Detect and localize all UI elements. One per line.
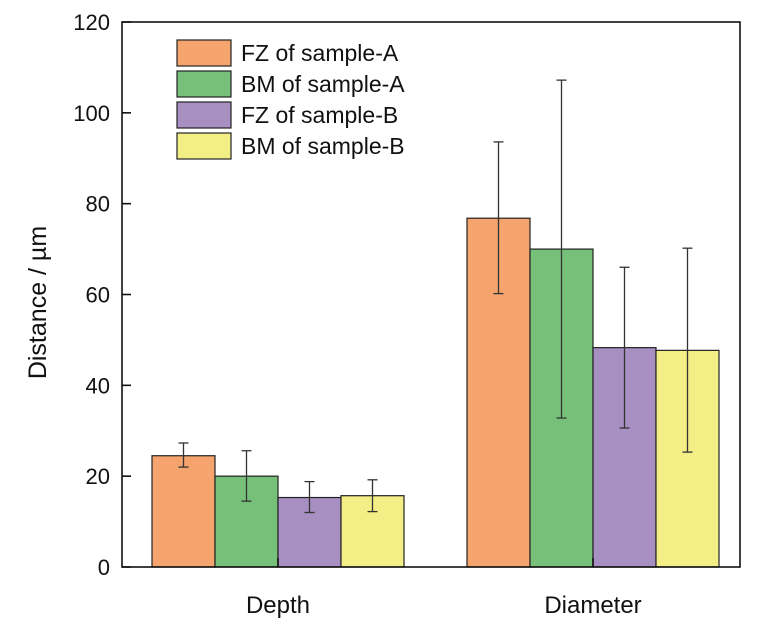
legend: FZ of sample-A BM of sample-A FZ of sample…: [176, 39, 405, 160]
legend-label-1: BM of sample-A: [241, 71, 405, 97]
legend-label-3: BM of sample-B: [241, 133, 405, 159]
error-bars-layer: [178, 79, 693, 514]
bars-layer: [151, 217, 720, 568]
legend-swatch-2: [176, 101, 232, 129]
x-axis: Depth Diameter: [246, 558, 642, 619]
y-axis: 0 20 40 60 80 100 120: [73, 10, 131, 580]
y-tick-label-1: 20: [86, 464, 110, 489]
x-tick-label-1: Diameter: [544, 592, 641, 619]
y-tick-label-0: 0: [98, 555, 110, 580]
x-tick-label-0: Depth: [246, 592, 310, 619]
y-tick-label-5: 100: [73, 101, 110, 126]
legend-swatch-0: [176, 39, 232, 67]
y-tick-label-6: 120: [73, 10, 110, 35]
legend-swatch-3: [176, 132, 232, 160]
legend-label-0: FZ of sample-A: [241, 40, 399, 66]
legend-label-2: FZ of sample-B: [241, 102, 398, 128]
bar-depth-0: [151, 455, 216, 568]
y-tick-label-2: 40: [86, 373, 110, 398]
y-axis-title: Distance / µm: [24, 226, 52, 379]
legend-swatch-1: [176, 70, 232, 98]
y-tick-label-3: 60: [86, 283, 110, 308]
y-tick-label-4: 80: [86, 192, 110, 217]
